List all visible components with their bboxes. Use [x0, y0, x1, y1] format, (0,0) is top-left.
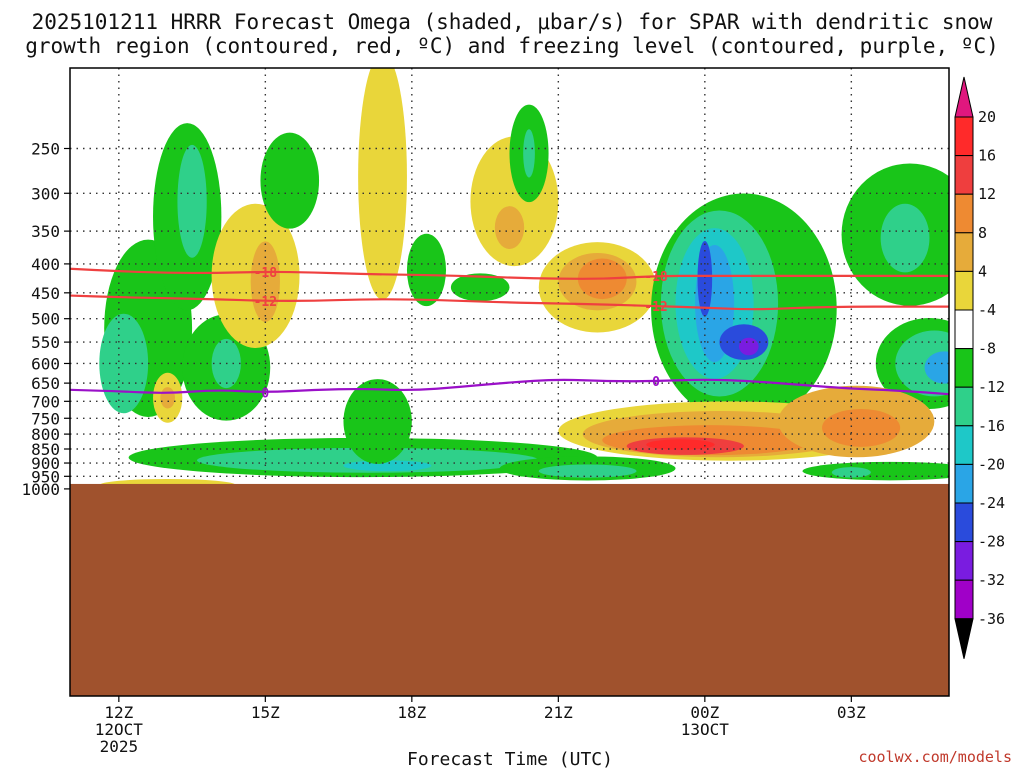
chart-title-line-1: 2025101211 HRRR Forecast Omega (shaded, … [32, 10, 993, 34]
y-tick-label-250: 250 [31, 140, 60, 159]
y-tick-label-300: 300 [31, 184, 60, 203]
omega-red-23z-low [646, 439, 715, 450]
colorbar-label--20: -20 [978, 455, 1005, 473]
y-tick-label-550: 550 [31, 333, 60, 352]
y-tick-label-1000: 1000 [21, 480, 60, 499]
colorbar-label--12: -12 [978, 378, 1005, 396]
colorbar-label--24: -24 [978, 494, 1005, 512]
x-axis-label: Forecast Time (UTC) [407, 749, 613, 768]
y-tick-label-650: 650 [31, 374, 60, 393]
y-tick-label-450: 450 [31, 284, 60, 303]
omega-teal-21z-low [538, 464, 637, 478]
colorbar-bin--24 [954, 502, 974, 543]
omega-teal-12z [99, 313, 149, 414]
dendritic-minus-12-label-1: -12 [644, 300, 667, 315]
colorbar-bin-4 [954, 270, 974, 311]
omega-green-15z-top [260, 132, 320, 229]
dendritic-minus-18-label-1: -18 [644, 270, 668, 285]
colorbar-bin--32 [954, 579, 974, 620]
credit-text: coolwx.com/models [858, 748, 1012, 766]
omega-orange-13z-mid [160, 387, 175, 409]
colorbar-label--16: -16 [978, 417, 1005, 435]
omega-teal-20z-top [523, 129, 535, 178]
y-tick-label-500: 500 [31, 310, 60, 329]
chart-title-line-2: growth region (contoured, red, ºC) and f… [25, 34, 999, 58]
dendritic-minus-12-line [70, 294, 949, 311]
omega-teal-04z-top [880, 203, 930, 273]
colorbar-label--4: -4 [978, 301, 996, 319]
y-tick-label-800: 800 [31, 425, 60, 444]
y-tick-label-750: 750 [31, 409, 60, 428]
x-tick-label-0-0: 12Z [104, 703, 133, 722]
colorbar-label-4: 4 [978, 262, 987, 280]
y-tick-label-400: 400 [31, 255, 60, 274]
freezing-level-0-line [70, 378, 949, 396]
colorbar-label--36: -36 [978, 610, 1005, 628]
dendritic-minus-18-line [70, 267, 949, 280]
omega-teal-13z-top [177, 144, 207, 258]
omega-colorbar: 20 16 12 8 4 -4 -8 -12 -16 -20 -24 -28 -32 -36 [954, 76, 1005, 659]
x-tick-label-3-0: 15Z [251, 703, 280, 722]
colorbar-label-20: 20 [978, 108, 996, 126]
x-tick-label-6-0: 18Z [397, 703, 426, 722]
colorbar-bin--4 [954, 309, 974, 350]
omega-shaded-regions [99, 68, 949, 492]
temperature-contours: -18 -18 -12 -12 0 0 [70, 266, 949, 401]
colorbar-label--8: -8 [978, 340, 996, 358]
x-tick-label-15-0: 03Z [837, 703, 866, 722]
omega-green-19z [406, 233, 447, 307]
colorbar-bottom-arrow [954, 618, 974, 659]
omega-blue-00z [697, 240, 713, 317]
y-tick-label-900: 900 [31, 454, 60, 473]
omega-lightblue-04z [924, 351, 949, 384]
y-tick-label-700: 700 [31, 392, 60, 411]
omega-green-03z-low [802, 461, 949, 481]
dendritic-minus-12-label-0: -12 [254, 295, 277, 310]
dendritic-minus-18-label-0: -18 [254, 266, 278, 281]
y-tick-label-950: 950 [31, 467, 60, 486]
plot-area: -18 -18 -12 -12 0 0 [70, 68, 949, 696]
omega-darkorange-03z-low [822, 408, 901, 447]
x-tick-label-0-2: 2025 [100, 737, 139, 756]
x-tick-label-12-1: 13OCT [681, 720, 730, 739]
gridlines [70, 68, 949, 696]
colorbar-label-8: 8 [978, 224, 987, 242]
omega-orange-20z-top [494, 206, 525, 249]
colorbar-bin-12 [954, 193, 974, 234]
colorbar-bin--16 [954, 425, 974, 465]
colorbar-bin--28 [954, 541, 974, 581]
colorbar-bin-20 [954, 116, 974, 157]
x-tick-label-12-0: 00Z [690, 703, 719, 722]
y-tick-label-600: 600 [31, 354, 60, 373]
omega-green-18z-column [343, 379, 412, 464]
y-tick-label-350: 350 [31, 222, 60, 241]
colorbar-top-arrow [954, 76, 974, 118]
freezing-level-0-label-1: 0 [652, 375, 660, 390]
colorbar-bin--8 [954, 348, 974, 388]
omega-yellow-17z-top [358, 68, 407, 300]
pressure-axis: 2503003504004505005506006507007508008509… [21, 140, 70, 499]
plot-frame [69, 67, 950, 697]
x-tick-label-9-0: 21Z [544, 703, 573, 722]
colorbar-label--28: -28 [978, 533, 1005, 551]
colorbar-bin--12 [954, 386, 974, 427]
colorbar-bin-16 [954, 155, 974, 195]
omega-purple-01z [739, 337, 759, 356]
colorbar-bin-8 [954, 232, 974, 272]
y-tick-label-850: 850 [31, 440, 60, 459]
freezing-level-0-label-0: 0 [261, 386, 269, 401]
omega-green-20z-mid [450, 273, 510, 302]
colorbar-label-12: 12 [978, 185, 996, 203]
colorbar-label-16: 16 [978, 147, 996, 165]
colorbar-bin--20 [954, 463, 974, 504]
ground-below-surface [70, 483, 949, 696]
colorbar-label--32: -32 [978, 571, 1005, 589]
x-tick-label-0-1: 12OCT [95, 720, 144, 739]
